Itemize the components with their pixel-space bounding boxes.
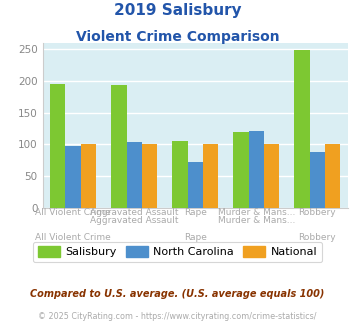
Text: Murder & Mans...: Murder & Mans...	[218, 216, 295, 225]
Bar	[310, 152, 325, 208]
Text: Compared to U.S. average. (U.S. average equals 100): Compared to U.S. average. (U.S. average …	[30, 289, 325, 299]
Legend: Salisbury, North Carolina, National: Salisbury, North Carolina, National	[33, 242, 322, 262]
Bar	[111, 85, 126, 208]
Bar	[173, 141, 187, 208]
Bar	[126, 142, 142, 208]
Bar	[81, 144, 96, 208]
Text: 2019 Salisbury: 2019 Salisbury	[114, 3, 241, 18]
Text: All Violent Crime: All Violent Crime	[35, 233, 111, 242]
Bar	[248, 131, 264, 208]
Text: Aggravated Assault: Aggravated Assault	[90, 216, 179, 225]
Text: Aggravated Assault: Aggravated Assault	[90, 208, 179, 217]
Bar	[234, 132, 248, 208]
Bar	[325, 144, 340, 208]
Text: Violent Crime Comparison: Violent Crime Comparison	[76, 30, 279, 44]
Bar	[188, 162, 203, 208]
Bar	[294, 50, 310, 208]
Text: Rape: Rape	[184, 208, 207, 217]
Bar	[50, 84, 66, 208]
Text: Murder & Mans...: Murder & Mans...	[218, 208, 295, 217]
Text: All Violent Crime: All Violent Crime	[35, 208, 111, 217]
Bar	[66, 146, 81, 208]
Text: © 2025 CityRating.com - https://www.cityrating.com/crime-statistics/: © 2025 CityRating.com - https://www.city…	[38, 312, 317, 321]
Bar	[203, 144, 218, 208]
Text: Robbery: Robbery	[299, 233, 336, 242]
Bar	[142, 145, 157, 208]
Text: Rape: Rape	[184, 233, 207, 242]
Bar	[264, 144, 279, 208]
Text: Robbery: Robbery	[299, 208, 336, 217]
